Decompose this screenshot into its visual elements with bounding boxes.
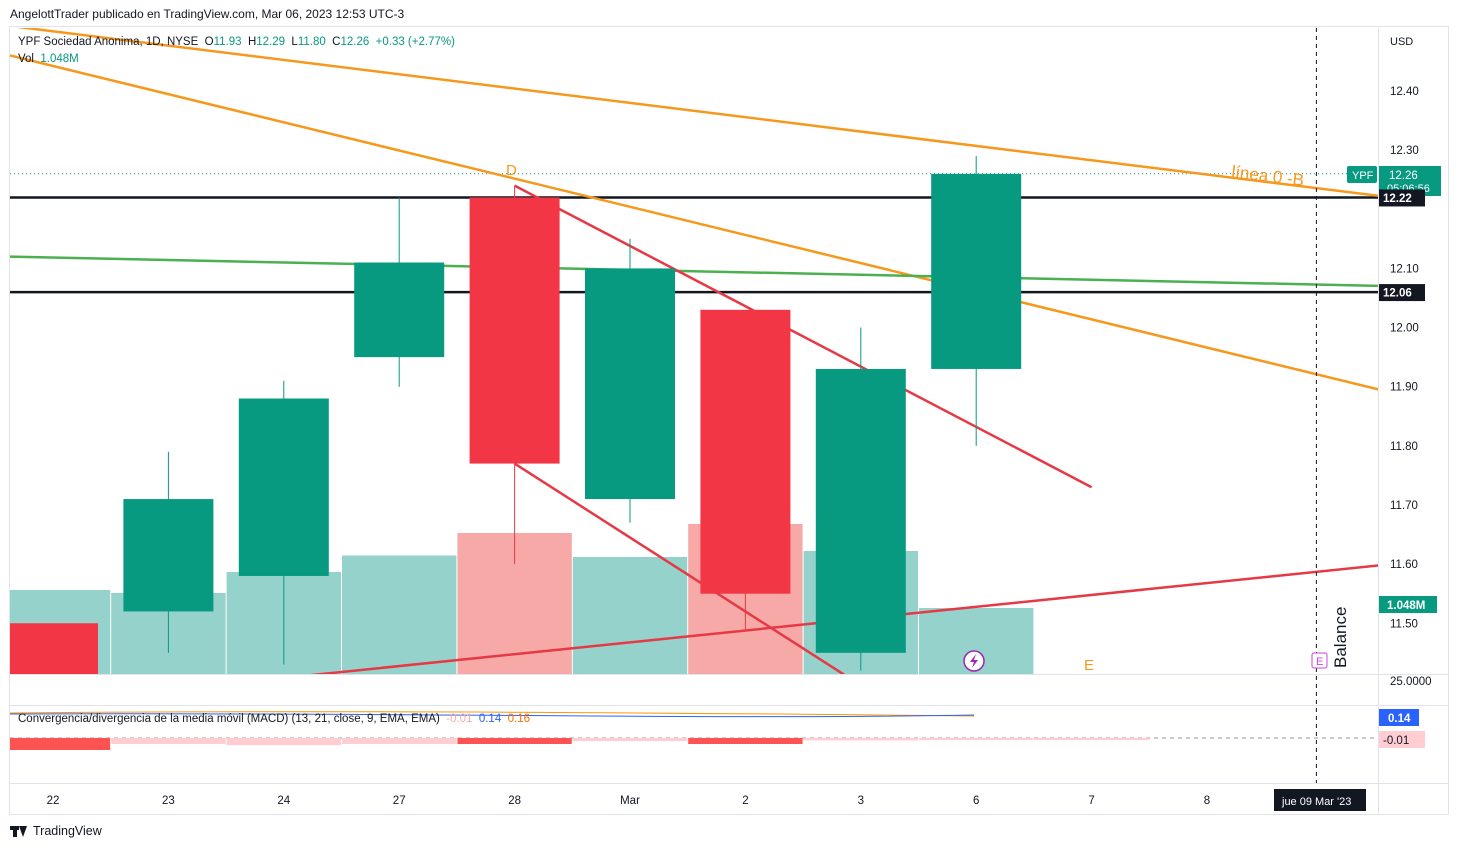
candle-body (123, 499, 214, 612)
price-tick-label: 11.70 (1390, 500, 1418, 512)
level-price-label (1379, 284, 1425, 302)
trend-line (10, 255, 1378, 288)
price-tick-label: 12.00 (1390, 323, 1419, 335)
legend-close-label: C (332, 36, 341, 48)
legend-vol: 1.048M (40, 53, 79, 65)
time-tick-label: 28 (508, 795, 521, 807)
time-tick-label: 3 (858, 795, 864, 807)
symbol-legend: YPF Sociedad Anonima, 1D, NYSE O11.93 H1… (18, 34, 455, 68)
price-tick-label: 12.30 (1390, 145, 1419, 157)
legend-low: 11.80 (297, 36, 326, 48)
legend-close: 12.26 (340, 36, 370, 48)
macd-hist-axis-label (1379, 731, 1425, 748)
time-tick-label: 8 (1204, 795, 1210, 807)
candle-body (354, 262, 445, 358)
cursor-date-label (1274, 789, 1366, 811)
macd-signal-line (9, 711, 975, 717)
trend-line (16, 28, 1378, 198)
time-tick-label: 23 (162, 795, 175, 807)
level-price-value: 12.06 (1383, 288, 1412, 300)
macd-axis-scale: 25.0000 (1390, 676, 1432, 688)
legend-open-label: O (204, 36, 214, 48)
price-tick-label: 11.50 (1390, 618, 1418, 630)
currency-label: USD (1390, 36, 1413, 48)
macd-histogram-bar (803, 738, 918, 741)
price-tick-label: 11.80 (1390, 441, 1418, 453)
macd-signal-value: 0.16 (507, 713, 531, 725)
earnings-marker-text: E (1316, 656, 1323, 668)
macd-hist-axis-value: -0.01 (1383, 735, 1409, 747)
volume-bar (342, 555, 457, 674)
time-tick-label: 2 (742, 795, 748, 807)
cursor-date-text: jue 09 Mar '23 (1281, 796, 1351, 808)
macd-line (9, 713, 975, 718)
point-d-label: D (506, 162, 517, 179)
legend-open: 11.93 (213, 36, 242, 48)
candle-body (238, 398, 329, 576)
macd-hist-value: -0.01 (446, 713, 473, 725)
symbol-tag-text: YPF (1352, 170, 1374, 182)
candle-body (469, 197, 560, 464)
footer-brand-text: TradingView (33, 824, 102, 838)
publisher-caption: AngelottTrader publicado en TradingView.… (10, 7, 405, 21)
candle-body (10, 623, 98, 674)
volume-bar (572, 557, 688, 674)
candle-body (815, 368, 906, 653)
price-tick-label: 11.90 (1390, 382, 1418, 394)
macd-axis-value: 0.14 (1388, 713, 1411, 725)
tradingview-logo-icon (10, 825, 28, 837)
time-tick-label: 6 (973, 795, 979, 807)
macd-histogram-bar (111, 738, 226, 744)
macd-histogram-bar (919, 738, 1034, 740)
trend-line (10, 54, 1378, 391)
legend-high-label: H (247, 36, 257, 48)
candle-body (700, 309, 791, 594)
macd-histogram-bar (1034, 738, 1149, 740)
balance-label: Balance (1331, 607, 1350, 668)
level-price-label (1379, 189, 1425, 207)
time-tick-label: Mar (620, 795, 640, 807)
trend-lines (10, 28, 1378, 674)
macd-axis-label (1379, 709, 1419, 726)
macd-histogram-bar (572, 738, 688, 741)
macd-label: Convergencia/divergencia de la media móv… (18, 713, 440, 725)
level-price-value: 12.22 (1383, 193, 1412, 205)
legend-vol-label: Vol (18, 53, 34, 65)
legend-low-label: L (291, 36, 298, 48)
macd-histogram-bar (342, 738, 457, 744)
footer-brand: TradingView (10, 824, 102, 838)
candle-body (931, 173, 1022, 369)
macd-value: 0.14 (478, 713, 502, 725)
candles (10, 156, 1022, 674)
price-tick-label: 12.40 (1390, 86, 1419, 98)
legend-symbol: YPF Sociedad Anonima, 1D, NYSE (18, 36, 199, 48)
candle-body (585, 268, 675, 500)
macd-legend: Convergencia/divergencia de la media móv… (18, 713, 530, 725)
trend-line (309, 564, 1378, 674)
macd-histogram-bar (688, 738, 803, 744)
time-tick-label: 27 (393, 795, 406, 807)
last-price-value: 12.26 (1389, 170, 1418, 182)
point-e-label: E (1084, 657, 1094, 674)
volume-axis-value: 1.048M (1387, 600, 1425, 612)
time-tick-label: 22 (47, 795, 60, 807)
macd-histogram-bar (457, 738, 572, 744)
price-tick-label: 12.10 (1390, 263, 1419, 275)
symbol-tag (1347, 166, 1377, 183)
macd-histogram-bar (226, 738, 341, 746)
time-tick-label: 24 (277, 795, 290, 807)
macd-histogram-bar (10, 738, 111, 750)
volume-axis-label (1379, 596, 1437, 613)
trend-line (513, 462, 846, 674)
legend-change: +0.33 (+2.77%) (375, 36, 455, 48)
price-tick-label: 11.60 (1390, 559, 1418, 571)
lightning-glyph-icon (970, 654, 978, 668)
line-ob-label: línea 0 -B (1231, 162, 1306, 190)
time-tick-label: 7 (1088, 795, 1094, 807)
trend-line (514, 184, 1093, 489)
chart-frame (9, 26, 1449, 815)
legend-high: 12.29 (256, 36, 286, 48)
earnings-marker-icon (1311, 652, 1328, 669)
